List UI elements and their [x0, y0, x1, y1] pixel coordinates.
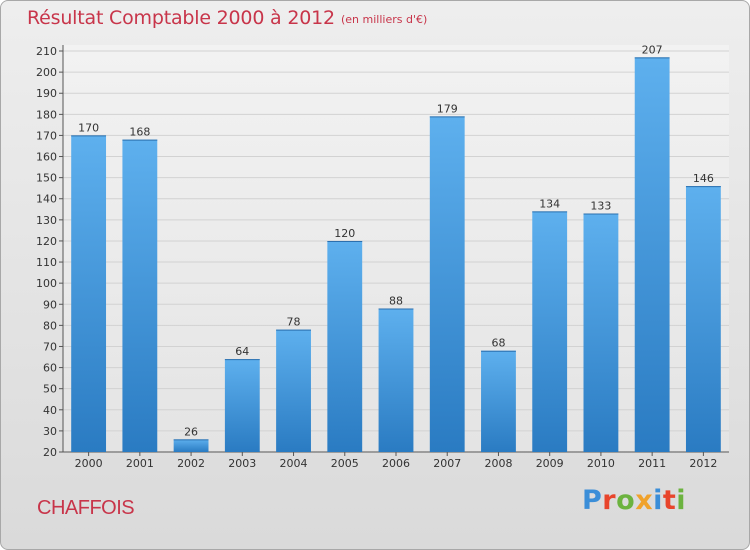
y-tick-label: 180 — [36, 108, 57, 121]
x-tick-label: 2012 — [689, 457, 717, 470]
y-tick-label: 60 — [43, 362, 57, 375]
y-tick-label: 40 — [43, 404, 57, 417]
y-tick-label: 140 — [36, 193, 57, 206]
x-tick-label: 2006 — [382, 457, 410, 470]
data-label: 146 — [693, 172, 714, 185]
bar — [532, 211, 568, 452]
chart-subtitle: (en milliers d'€) — [341, 13, 428, 26]
bar — [71, 135, 107, 452]
data-label: 133 — [590, 200, 611, 213]
x-tick-label: 2010 — [587, 457, 615, 470]
x-tick-label: 2008 — [484, 457, 512, 470]
proxiti-logo[interactable]: Proxiti — [582, 485, 687, 516]
data-label: 26 — [184, 425, 198, 438]
bar — [583, 213, 619, 452]
data-label: 64 — [235, 345, 249, 358]
x-tick-label: 2005 — [331, 457, 359, 470]
y-tick-label: 50 — [43, 383, 57, 396]
y-tick-label: 100 — [36, 277, 57, 290]
x-tick-label: 2004 — [280, 457, 308, 470]
bar — [378, 308, 414, 452]
y-tick-label: 130 — [36, 214, 57, 227]
axes: 20 30 40 50 60 70 80 90 100 110 120 130 140 150 160 170… — [36, 45, 729, 459]
bar — [276, 329, 311, 452]
data-label: 170 — [78, 121, 99, 134]
y-tick-label: 210 — [36, 45, 57, 58]
y-tick-label: 80 — [43, 319, 57, 332]
x-tick-label: 2002 — [177, 457, 205, 470]
bar — [122, 139, 158, 453]
x-tick-label: 2001 — [126, 457, 154, 470]
y-tick-label: 20 — [43, 446, 57, 459]
y-tick-label: 170 — [36, 129, 57, 142]
chart-title: Résultat Comptable 2000 à 2012 — [27, 7, 335, 29]
bars — [71, 57, 721, 453]
x-tick-label: 2011 — [638, 457, 666, 470]
data-label: 179 — [437, 102, 458, 115]
bar — [685, 186, 721, 453]
y-tick-label: 70 — [43, 340, 57, 353]
bar — [634, 57, 670, 453]
x-tick-label: 2007 — [433, 457, 461, 470]
y-tick-label: 30 — [43, 425, 57, 438]
data-label: 134 — [539, 197, 560, 210]
data-label: 120 — [334, 227, 355, 240]
labels: 170 2000 168 2001 26 2002 64 2003 78 2004 120 2005 8… — [75, 43, 718, 470]
bar — [327, 240, 363, 452]
y-tick-label: 110 — [36, 256, 57, 269]
data-label: 207 — [642, 43, 663, 56]
y-tick-label: 150 — [36, 172, 57, 185]
y-tick-label: 120 — [36, 235, 57, 248]
bar — [173, 439, 209, 452]
data-label: 168 — [129, 126, 150, 139]
data-label: 88 — [389, 294, 403, 307]
y-tick-label: 90 — [43, 298, 57, 311]
bar — [429, 116, 465, 452]
y-tick-label: 160 — [36, 151, 57, 164]
y-tick-label: 190 — [36, 87, 57, 100]
x-tick-label: 2000 — [75, 457, 103, 470]
bar — [224, 359, 260, 452]
x-tick-label: 2003 — [228, 457, 256, 470]
x-tick-label: 2009 — [536, 457, 564, 470]
y-tick-label: 200 — [36, 66, 57, 79]
commune-name: CHAFFOIS — [37, 497, 135, 519]
bar — [481, 350, 516, 452]
data-label: 68 — [491, 337, 505, 350]
data-label: 78 — [287, 316, 301, 329]
